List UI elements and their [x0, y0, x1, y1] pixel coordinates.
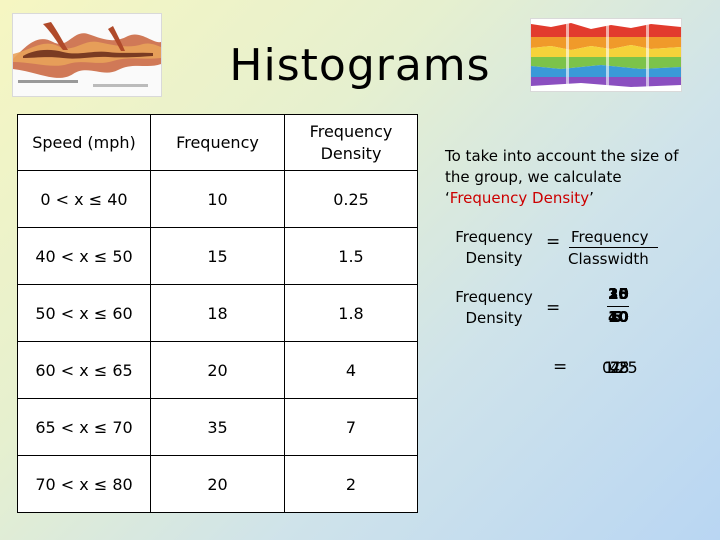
- cell-density: 0.25: [284, 170, 418, 228]
- streamgraph-thumbnail-image: [12, 13, 162, 97]
- formula2-equals: =: [546, 298, 561, 318]
- explanation-prefix: To take into account the size of the gro…: [445, 147, 679, 207]
- header-frequency-density: Frequency Density: [284, 114, 418, 171]
- cell-density: 1.5: [284, 227, 418, 285]
- formula1-lhs-line2: Density: [465, 249, 523, 267]
- cell-speed: 60 < x ≤ 65: [17, 341, 151, 399]
- formula2-numerator-value: 20: [608, 285, 629, 303]
- cell-density: 2: [284, 455, 418, 513]
- table-row: 70 < x ≤ 80 20 2: [17, 455, 418, 513]
- cell-speed: 70 < x ≤ 80: [17, 455, 151, 513]
- formula2-numerator-value: 18: [608, 285, 629, 303]
- formula2-result-value: 4: [610, 358, 621, 377]
- formula1-lhs: Frequency Density: [450, 227, 538, 269]
- formula2-result-value: 0.25: [602, 358, 638, 377]
- cell-speed: 50 < x ≤ 60: [17, 284, 151, 342]
- header-frequency: Frequency: [150, 114, 285, 171]
- table-row: 0 < x ≤ 40 10 0.25: [17, 170, 418, 228]
- formula2-lhs: Frequency Density: [450, 287, 538, 329]
- explanation-suffix: ’: [589, 189, 594, 207]
- explanation-text: To take into account the size of the gro…: [445, 146, 705, 209]
- explanation-highlight: Frequency Density: [449, 189, 590, 207]
- header-frequency-density-text: Frequency Density: [309, 121, 393, 163]
- formula2-numerator-value: 20: [608, 285, 629, 303]
- formula2-denominator-value: 10: [608, 308, 629, 326]
- cell-speed: 40 < x ≤ 50: [17, 227, 151, 285]
- formula1-equals: =: [546, 232, 561, 252]
- formula2-result-value: 7: [610, 358, 621, 377]
- cell-density: 4: [284, 341, 418, 399]
- formula2-result-value: 1.8: [604, 358, 630, 377]
- stacked-area-thumbnail-image: [530, 18, 682, 92]
- formula2-result-equals: =: [553, 357, 568, 377]
- table-row: 60 < x ≤ 65 20 4: [17, 341, 418, 399]
- formula2-denominator-value: 40: [608, 308, 629, 326]
- formula1-lhs-line1: Frequency: [455, 228, 533, 246]
- header-speed: Speed (mph): [17, 114, 151, 171]
- cell-frequency: 18: [150, 284, 285, 342]
- formula2-denominator-value: 10: [608, 308, 629, 326]
- formula2-numerator-value: 10: [608, 285, 629, 303]
- formula2-denominator-value: 5: [612, 308, 623, 326]
- cell-speed: 0 < x ≤ 40: [17, 170, 151, 228]
- formula2-numerator-value: 15: [608, 285, 629, 303]
- cell-frequency: 20: [150, 341, 285, 399]
- table-row: 40 < x ≤ 50 15 1.5: [17, 227, 418, 285]
- cell-frequency: 15: [150, 227, 285, 285]
- formula2-numerator-value: 35: [608, 285, 629, 303]
- table-row: 50 < x ≤ 60 18 1.8: [17, 284, 418, 342]
- formula2-result-value: 2: [610, 358, 621, 377]
- formula2-denominator-value: 10: [608, 308, 629, 326]
- cell-speed: 65 < x ≤ 70: [17, 398, 151, 456]
- formula2-lhs-line1: Frequency: [455, 288, 533, 306]
- cell-frequency: 35: [150, 398, 285, 456]
- cell-frequency: 10: [150, 170, 285, 228]
- formula1-denominator: Classwidth: [568, 250, 649, 268]
- formula2-denominator-value: 5: [612, 308, 623, 326]
- cell-density: 7: [284, 398, 418, 456]
- cell-density: 1.8: [284, 284, 418, 342]
- frequency-table: Speed (mph) Frequency Frequency Density …: [17, 114, 418, 513]
- formula1-numerator: Frequency: [571, 228, 649, 246]
- formula2-lhs-line2: Density: [465, 309, 523, 327]
- formula1-fraction-line: [569, 247, 658, 248]
- formula2-result-value: 1.5: [604, 358, 630, 377]
- page-title: Histograms: [229, 40, 491, 91]
- table-row: 65 < x ≤ 70 35 7: [17, 398, 418, 456]
- formula2-fraction-line: [607, 306, 629, 307]
- table-header-row: Speed (mph) Frequency Frequency Density: [17, 114, 418, 171]
- cell-frequency: 20: [150, 455, 285, 513]
